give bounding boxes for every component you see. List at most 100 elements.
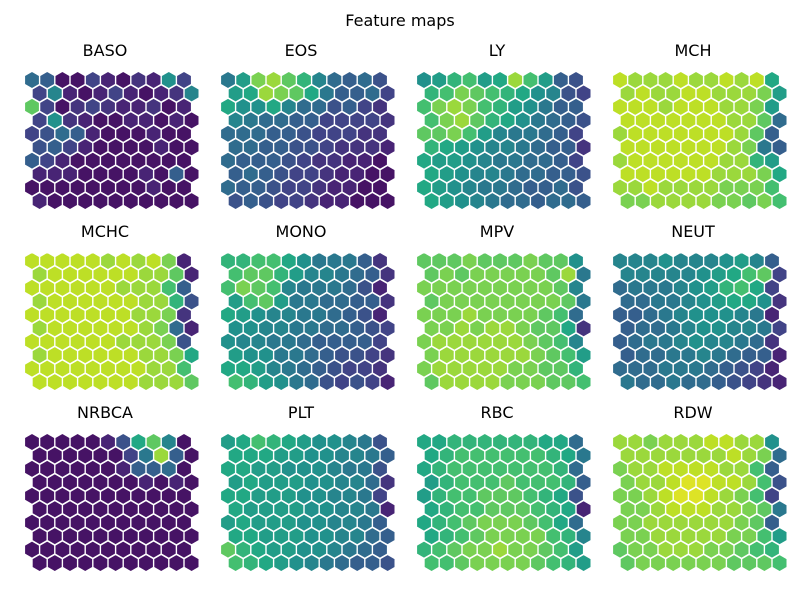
hex-cell (92, 500, 109, 519)
hex-cell (545, 554, 562, 573)
hex-cell (288, 292, 305, 311)
hex-cell (176, 278, 192, 297)
hex-cell (672, 513, 689, 532)
hex-cell (92, 346, 109, 365)
hex-cell (318, 500, 335, 519)
hex-cell (77, 473, 94, 492)
feature-map-mpv (416, 251, 592, 392)
hex-cell (356, 251, 373, 271)
hex-cell (741, 373, 758, 392)
hex-cell (454, 138, 470, 157)
hex-cell (227, 500, 244, 519)
hex-cell (756, 346, 773, 365)
hex-cell (265, 278, 282, 297)
hex-cell (688, 278, 704, 297)
hex-cell (507, 305, 524, 324)
hex-cell (499, 265, 516, 284)
hex-cell (379, 473, 396, 492)
hex-cell (273, 319, 290, 338)
hex-cell (650, 373, 666, 392)
hex-cell (650, 138, 666, 157)
hex-cell (741, 554, 758, 573)
hex-cell (24, 151, 40, 170)
hex-cell (680, 111, 697, 130)
hex-cell (612, 251, 628, 271)
hex-cell (695, 192, 712, 211)
hex-cell (24, 278, 40, 297)
hex-cell (69, 459, 86, 478)
hex-cell (311, 332, 328, 351)
hex-cell (364, 373, 381, 392)
hex-cell (107, 473, 124, 492)
hex-cell (446, 486, 463, 505)
hex-cell (54, 305, 71, 324)
hex-cell (680, 192, 697, 211)
hex-cell (476, 432, 493, 452)
hex-cell (771, 111, 788, 130)
hex-cell (627, 97, 644, 116)
hex-cell (372, 540, 388, 559)
hex-cell (741, 165, 758, 184)
hex-cell (522, 278, 539, 297)
hex-cell (545, 292, 562, 311)
hex-cell (318, 527, 335, 546)
hex-cell (77, 527, 94, 546)
hex-cell (296, 359, 312, 378)
hex-cell (537, 278, 554, 297)
hex-cell (318, 473, 335, 492)
panel-title-rdw: RDW (673, 403, 712, 422)
feature-map-baso (24, 70, 200, 211)
hex-cell (100, 332, 116, 351)
hex-cell (499, 292, 516, 311)
hex-cell (364, 265, 381, 284)
hex-cell (461, 332, 478, 351)
hex-cell (431, 251, 448, 271)
hex-cell (258, 500, 274, 519)
hex-cell (138, 292, 154, 311)
hex-cell (695, 138, 712, 157)
hex-cell (756, 473, 773, 492)
hex-cell (530, 500, 546, 519)
hex-cell (250, 151, 267, 170)
hex-cell (77, 500, 94, 519)
hex-cell (235, 278, 252, 297)
hex-cell (537, 486, 554, 505)
hex-cell (379, 373, 396, 392)
hex-cell (672, 178, 689, 197)
hex-cell (726, 473, 742, 492)
hex-cell (372, 513, 388, 532)
hex-cell (84, 459, 101, 478)
hex-cell (341, 251, 358, 271)
hex-cell (560, 138, 577, 157)
hex-cell (522, 432, 539, 452)
hex-cell (492, 97, 508, 116)
hex-cell (680, 84, 697, 103)
hex-cell (530, 473, 546, 492)
hex-cell (718, 540, 735, 559)
hex-cell (446, 278, 463, 297)
hex-cell (672, 278, 689, 297)
hex-cell (31, 473, 48, 492)
hex-cell (657, 513, 674, 532)
hex-cell (438, 292, 455, 311)
hex-cell (733, 151, 750, 170)
hex-cell (176, 70, 192, 90)
hex-cell (84, 305, 101, 324)
hex-cell (484, 138, 501, 157)
hex-cell (84, 278, 101, 297)
hex-cell (771, 527, 788, 546)
hex-cell (24, 332, 40, 351)
hex-cell (507, 459, 524, 478)
hex-cell (364, 527, 381, 546)
hex-cell (220, 124, 236, 143)
hex-cell (265, 540, 282, 559)
hex-cell (31, 165, 48, 184)
hex-cell (492, 540, 508, 559)
hex-cell (349, 446, 366, 465)
hex-cell (107, 165, 124, 184)
hex-cell (416, 97, 432, 116)
hex-cell (446, 178, 463, 197)
hex-cell (31, 373, 48, 392)
hex-cell (39, 70, 56, 90)
hex-cell (265, 251, 282, 271)
